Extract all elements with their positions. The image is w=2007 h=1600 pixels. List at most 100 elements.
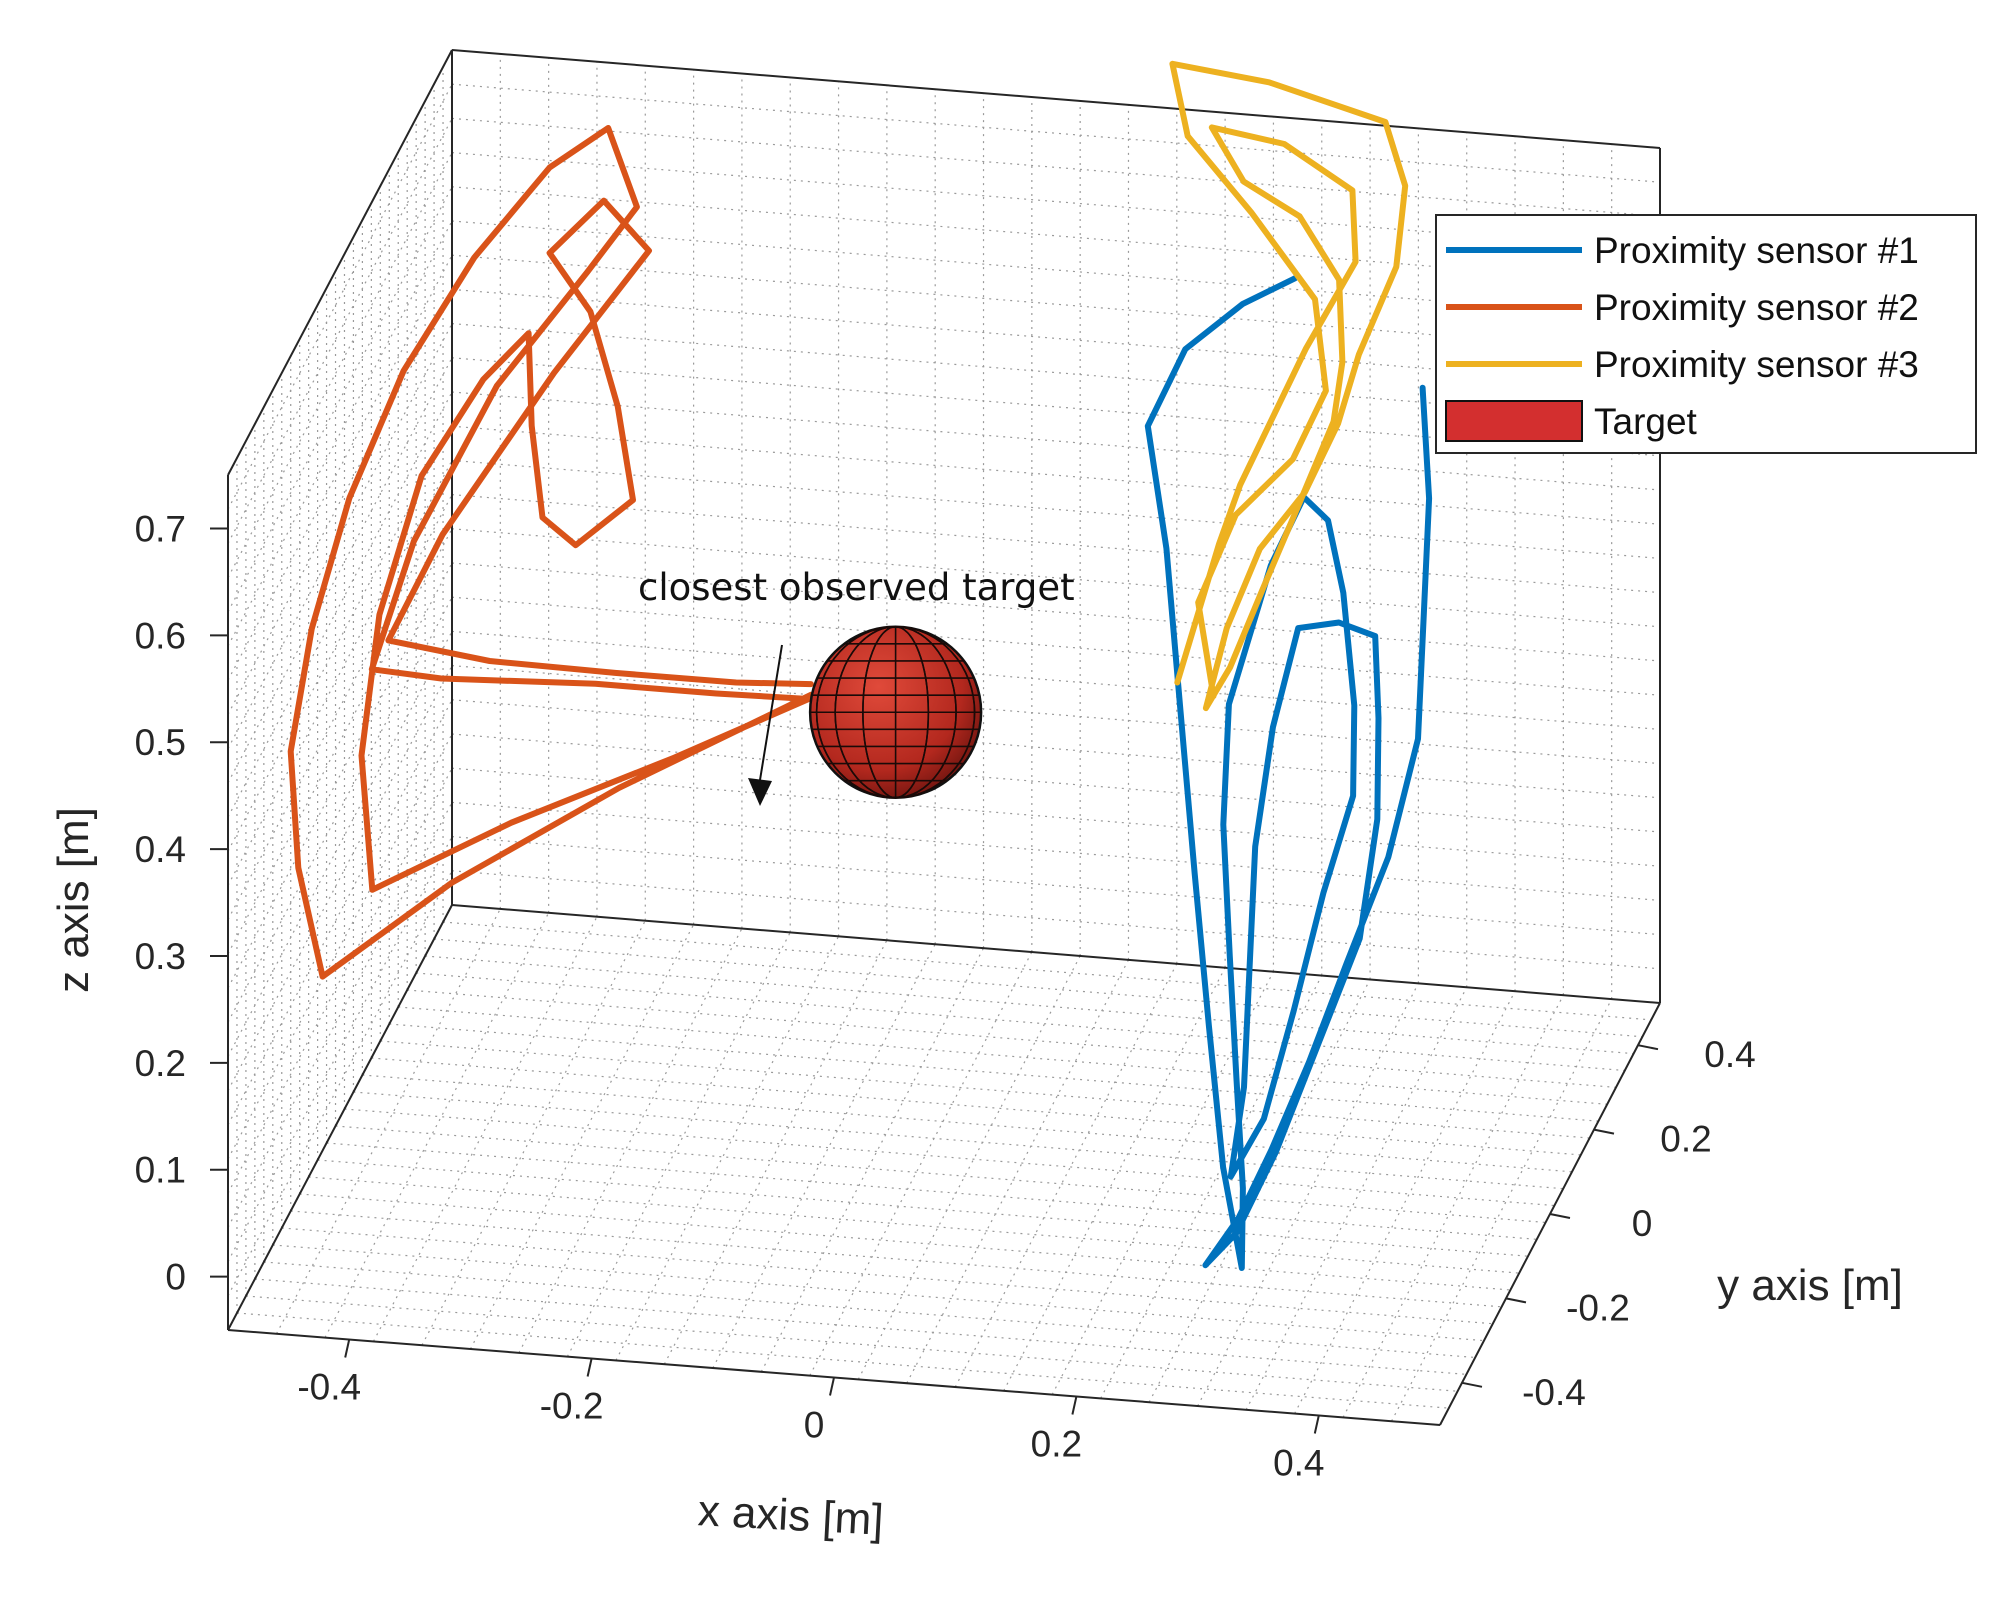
grid-line: [451, 836, 1661, 936]
x-tick-label: 0: [804, 1405, 825, 1446]
grid-line: [227, 596, 453, 1023]
series-line-sensor-1: [1144, 275, 1433, 1271]
grid-line: [398, 1006, 1608, 1105]
y-tick-label: -0.2: [1566, 1287, 1630, 1328]
grid-line: [227, 83, 453, 510]
grid-line: [308, 1176, 1520, 1274]
legend-label-4: Target: [1594, 401, 1698, 442]
z-tick-label: 0.5: [135, 722, 186, 763]
legend-swatch-target: [1445, 400, 1583, 442]
grid-line: [906, 959, 1130, 1384]
x-tick: [1071, 1396, 1078, 1415]
grid-line: [263, 1261, 1476, 1359]
grid-line: [809, 951, 1033, 1376]
annotation: closest observed target: [638, 566, 1075, 806]
grid-line: [1390, 998, 1613, 1422]
grid-line: [857, 955, 1081, 1380]
x-tick: [829, 1377, 835, 1396]
grid-line: [451, 391, 1661, 491]
grid-line: [1342, 994, 1564, 1418]
grid-line: [451, 494, 1661, 594]
grid-line: [299, 1193, 1511, 1291]
annotation-arrow: [759, 644, 783, 781]
box-edge: [227, 49, 453, 476]
grid-line: [227, 631, 453, 1057]
y-tick: [1549, 1213, 1571, 1219]
z-tick-label: 0.1: [135, 1150, 186, 1191]
y-tick-label: 0.2: [1660, 1119, 1711, 1160]
y-tick: [1593, 1128, 1615, 1135]
grid-line: [227, 562, 453, 989]
grid-line: [451, 801, 1661, 901]
grid-line: [380, 1040, 1590, 1139]
grid-line: [451, 596, 1661, 696]
grid-line: [227, 870, 453, 1297]
z-tick-label: 0.6: [135, 615, 186, 656]
z-tick-label: 0.3: [135, 936, 186, 977]
grid-line: [344, 1108, 1555, 1207]
grid-line: [469, 924, 695, 1350]
z-tick-label: 0.4: [135, 829, 186, 870]
grid-line: [335, 1125, 1546, 1224]
grid-line: [236, 1312, 1449, 1409]
grid-line: [227, 494, 453, 920]
grid-line: [451, 665, 1661, 765]
grid-line: [416, 972, 1625, 1072]
grid-line: [227, 699, 453, 1126]
z-tick-label: 0.2: [135, 1043, 186, 1084]
grid-line: [1003, 967, 1226, 1392]
grid-line: [272, 1244, 1485, 1342]
grid-line: [245, 1295, 1458, 1392]
box-edge: [451, 49, 1661, 149]
grid-line: [254, 1278, 1467, 1375]
x-tick: [1313, 1415, 1320, 1434]
series-line-sensor-2: [287, 125, 814, 980]
y-tick: [1505, 1297, 1527, 1304]
grid-line: [615, 936, 840, 1361]
grid-line: [326, 1142, 1537, 1240]
legend-label-3: Proximity sensor #3: [1594, 344, 1919, 385]
grid-line: [1100, 975, 1323, 1399]
legend: Proximity sensor #1 Proximity sensor #2 Pr…: [1435, 214, 1977, 454]
tick-layer: -0.4 -0.2 0 0.2 0.4 -0.4 -0.2 0 0.2 0.4 0 0.1 0.2 0.3…: [135, 508, 1756, 1483]
grid-line: [451, 528, 1661, 628]
grid-line: [518, 928, 743, 1354]
grid-line: [227, 118, 453, 544]
grid-line: [451, 630, 1661, 730]
grid-line: [451, 562, 1661, 662]
grid-line: [760, 947, 985, 1373]
grid-line: [451, 117, 1661, 217]
z-tick-label: 0.7: [135, 508, 186, 549]
grid-line: [451, 870, 1661, 970]
grid-line: [227, 289, 453, 715]
grid-line: [317, 1159, 1529, 1257]
annotation-arrowhead: [748, 778, 772, 806]
z-tick-label: 0: [165, 1257, 186, 1298]
series-layer: [287, 60, 1433, 1271]
grid-line: [372, 916, 598, 1342]
grid-line: [227, 254, 453, 681]
legend-label-1: Proximity sensor #1: [1594, 230, 1919, 271]
target-meridian: [815, 625, 976, 799]
x-tick: [344, 1339, 351, 1358]
grid-line: [389, 1023, 1599, 1122]
grid-line: [227, 323, 453, 749]
grid-line: [353, 1091, 1564, 1190]
y-tick: [1637, 1044, 1659, 1051]
grid-line: [425, 955, 1634, 1055]
grid-line: [954, 963, 1178, 1388]
grid-line: [1197, 983, 1419, 1407]
x-tick-label: 0.2: [1031, 1424, 1082, 1465]
series-line-sensor-3: [1169, 60, 1409, 712]
grid-line: [281, 1227, 1493, 1325]
grid-line: [712, 943, 936, 1369]
grid-line: [566, 932, 791, 1357]
grid-line: [227, 186, 453, 613]
grid-line: [371, 1057, 1581, 1156]
grid-line: [324, 912, 550, 1338]
y-tick: [1461, 1381, 1483, 1388]
grid-line: [227, 460, 453, 886]
grid-line: [663, 940, 888, 1365]
grid-line: [1051, 971, 1274, 1395]
